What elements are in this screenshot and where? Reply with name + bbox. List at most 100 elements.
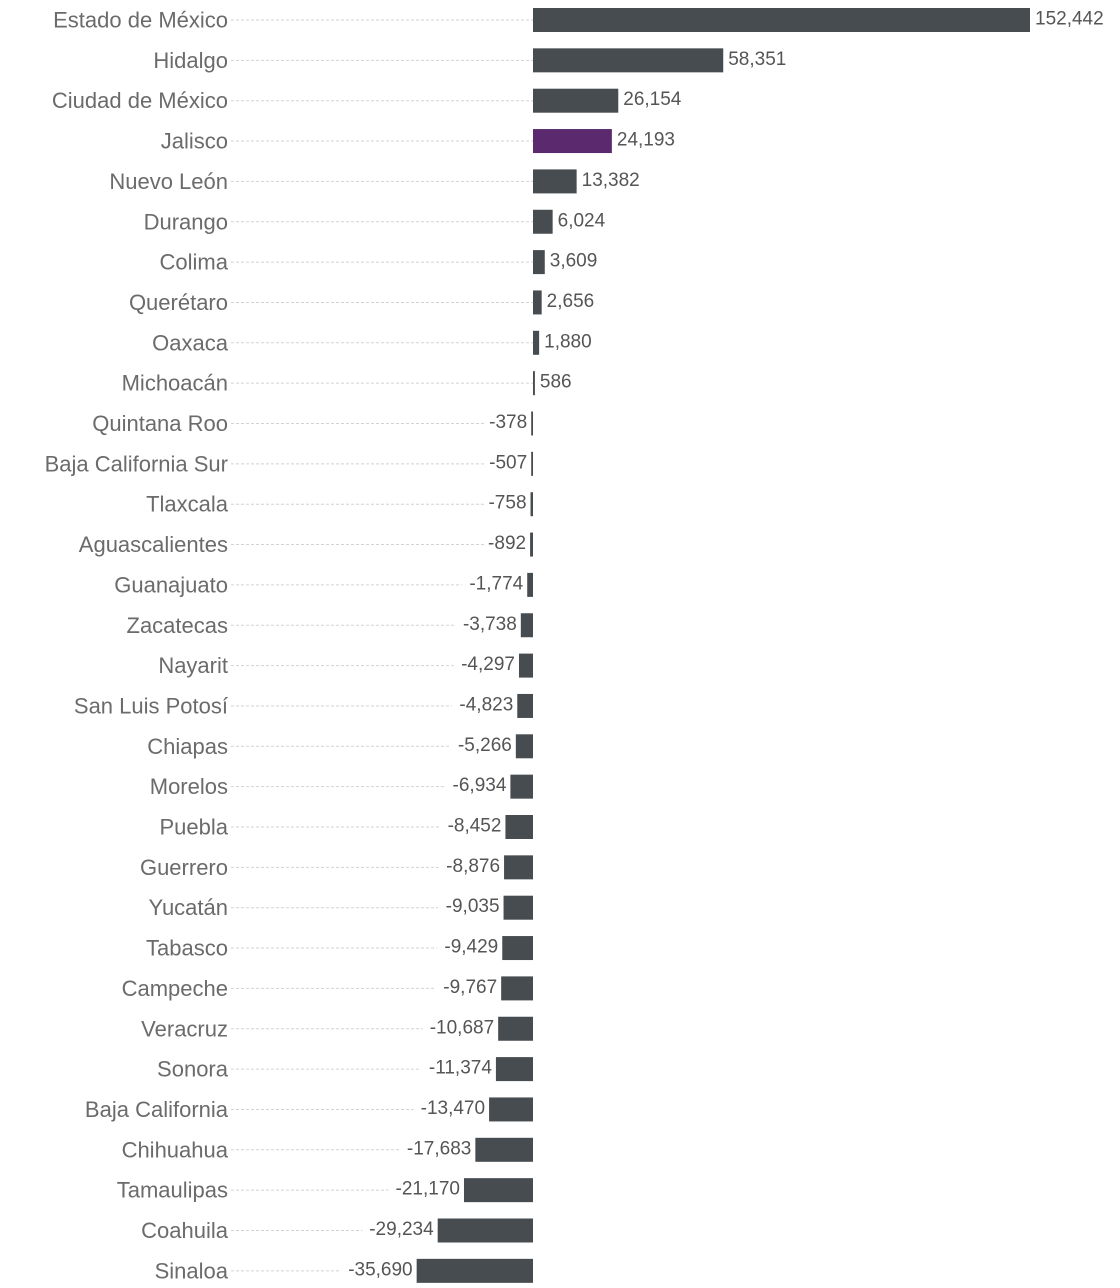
value-label: -4,823 [459, 694, 513, 715]
value-label: 586 [540, 372, 572, 393]
bar-row: Campeche -9,767 [122, 976, 533, 1001]
bar [520, 613, 533, 638]
value-label: -11,374 [429, 1058, 492, 1079]
bar [531, 411, 533, 436]
bar [533, 48, 724, 73]
category-label: Ciudad de México [52, 88, 228, 113]
value-label: 1,880 [544, 331, 592, 352]
bar-row: Sonora -11,374 [157, 1057, 533, 1082]
category-label: Jalisco [161, 129, 228, 154]
bar [533, 8, 1030, 32]
value-label: -10,687 [430, 1017, 494, 1038]
bar [533, 88, 619, 113]
value-label: -21,170 [396, 1179, 460, 1200]
bar-row: Morelos -6,934 [150, 774, 533, 799]
category-label: Campeche [122, 976, 228, 1001]
bar [533, 290, 542, 315]
value-label: 152,442 [1035, 9, 1104, 30]
bar-row: Guanajuato -1,774 [114, 572, 533, 597]
bar-row: Durango 6,024 [144, 209, 606, 234]
value-label: -13,470 [421, 1098, 485, 1119]
bar [504, 855, 533, 880]
bar-row: Tlaxcala -758 [146, 492, 533, 517]
category-label: Morelos [150, 774, 228, 799]
bar [475, 1137, 533, 1162]
bar [437, 1218, 533, 1243]
value-label: -5,266 [458, 735, 512, 756]
bar-row: Chihuahua -17,683 [122, 1137, 533, 1162]
bar-row: Tamaulipas -21,170 [117, 1178, 533, 1203]
bar-row: Oaxaca 1,880 [152, 330, 592, 355]
bar [463, 1178, 533, 1203]
value-label: -9,035 [446, 896, 500, 917]
category-label: Estado de México [53, 8, 228, 33]
bar-row: Veracruz -10,687 [141, 1016, 533, 1041]
bar-row: Tabasco -9,429 [146, 936, 533, 961]
category-label: Chiapas [147, 734, 228, 759]
value-label: -8,876 [446, 856, 500, 877]
bar [502, 936, 533, 961]
bar-row: Guerrero -8,876 [140, 855, 533, 880]
category-label: Baja California [85, 1097, 229, 1122]
bar-row: Yucatán -9,035 [148, 895, 533, 920]
bar [527, 572, 533, 597]
bar [416, 1258, 533, 1283]
value-label: 3,609 [550, 251, 598, 272]
bar-row: Baja California -13,470 [85, 1097, 533, 1122]
value-label: 6,024 [558, 210, 606, 231]
category-label: Quintana Roo [92, 411, 228, 436]
category-label: Tabasco [146, 936, 228, 961]
category-label: Zacatecas [127, 613, 229, 638]
category-label: Colima [160, 250, 229, 275]
bar-row: Sinaloa -35,690 [155, 1258, 533, 1283]
category-label: Yucatán [148, 895, 228, 920]
bar [489, 1097, 533, 1122]
bar [533, 371, 535, 396]
value-label: 58,351 [728, 49, 786, 70]
bar [533, 209, 553, 234]
value-label: -8,452 [448, 816, 502, 837]
category-label: Chihuahua [122, 1137, 229, 1162]
category-label: Tlaxcala [146, 492, 229, 517]
value-label: -3,738 [463, 614, 517, 635]
bar [503, 895, 533, 920]
category-label: Querétaro [129, 290, 228, 315]
bar-row: Nuevo León 13,382 [109, 169, 639, 194]
bar [505, 815, 533, 839]
value-label: -17,683 [407, 1138, 471, 1159]
value-label: -892 [488, 533, 526, 554]
bar-row: Coahuila -29,234 [141, 1218, 533, 1243]
bar-row: Quintana Roo -378 [92, 411, 533, 436]
bar-row: Hidalgo 58,351 [153, 48, 786, 73]
value-label: -29,234 [369, 1219, 434, 1240]
bar [530, 492, 533, 517]
value-label: -6,934 [453, 775, 507, 796]
bar [533, 330, 540, 355]
bar [495, 1057, 533, 1082]
bar [501, 976, 533, 1001]
category-label: Hidalgo [153, 48, 228, 73]
category-label: Aguascalientes [79, 532, 228, 557]
bar [533, 250, 545, 275]
category-label: Guerrero [140, 855, 228, 880]
bar [531, 451, 533, 476]
bar [533, 169, 577, 194]
value-label: -9,429 [444, 937, 498, 958]
bar-row: Estado de México 152,442 [53, 8, 1104, 33]
bar-row: Zacatecas -3,738 [127, 613, 533, 638]
category-label: Nuevo León [109, 169, 228, 194]
bar-highlighted [533, 129, 612, 154]
value-label: 26,154 [623, 89, 682, 110]
bar [517, 693, 533, 718]
category-label: Coahuila [141, 1218, 229, 1243]
value-label: -507 [489, 452, 527, 473]
bar [515, 734, 533, 759]
category-label: Michoacán [122, 371, 228, 396]
bar-row: Jalisco 24,193 [161, 129, 675, 154]
bar-row: Querétaro 2,656 [129, 290, 594, 315]
bar-row: Puebla -8,452 [159, 815, 533, 840]
value-label: -378 [489, 412, 527, 433]
bar-row: Chiapas -5,266 [147, 734, 533, 759]
